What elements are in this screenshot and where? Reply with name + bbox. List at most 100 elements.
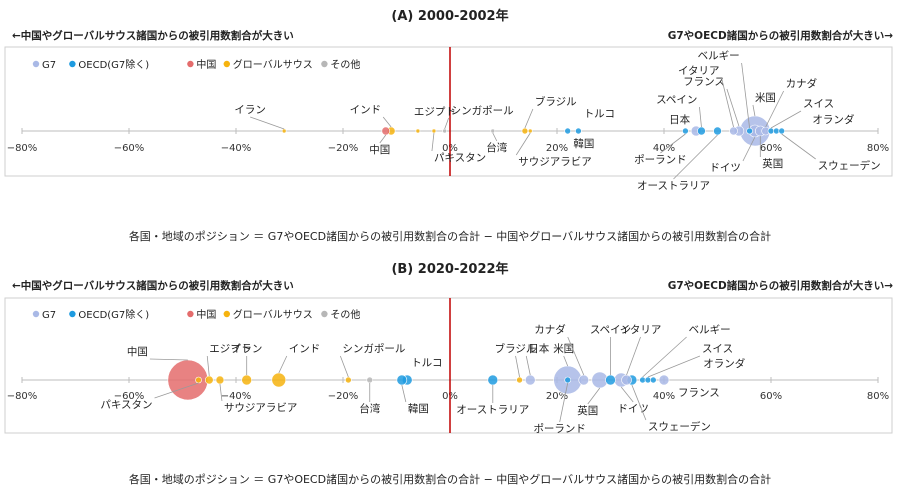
leader-line <box>752 104 756 117</box>
chart-panel-b: (B) 2020-2022年 ←中国やグローバルサウス諸国からの被引用数割合が大き… <box>4 261 893 486</box>
leader-line <box>206 355 210 377</box>
x-tick-label: −80% <box>7 391 38 402</box>
data-point <box>516 376 523 384</box>
data-point <box>167 359 209 401</box>
x-tick-label: 60% <box>760 391 782 402</box>
left-header: ←中国やグローバルサウス諸国からの被引用数割合が大きい <box>12 279 294 292</box>
legend-marker <box>321 310 328 318</box>
leader-line <box>567 336 585 376</box>
point-label: インド <box>289 343 321 355</box>
point-label: 韓国 <box>573 138 594 150</box>
data-point <box>195 376 202 384</box>
legend-marker <box>223 60 230 68</box>
point-label: スペイン <box>590 324 631 336</box>
leader-line <box>250 116 285 130</box>
point-label: カナダ <box>786 77 818 90</box>
legend-marker <box>187 60 194 68</box>
data-point <box>649 376 657 384</box>
point-label: ドイツ <box>709 162 741 174</box>
point-label: イタリア <box>620 324 662 336</box>
leader-line <box>642 336 687 378</box>
x-tick-label: −60% <box>114 143 145 154</box>
data-point <box>415 128 421 134</box>
x-tick-label: 80% <box>867 143 889 154</box>
data-point <box>215 375 225 385</box>
data-point <box>204 375 214 385</box>
point-label: エジプト <box>209 343 251 355</box>
leader-line <box>431 132 435 152</box>
point-label: スイス <box>702 343 733 355</box>
point-label: イタリア <box>678 65 720 77</box>
legend-entry: その他 <box>330 58 360 71</box>
leader-line <box>339 355 349 378</box>
point-label: トルコ <box>584 108 615 120</box>
legend-entry: OECD(G7除く) <box>78 58 149 71</box>
point-label: オーストラリア <box>456 404 529 416</box>
point-label: オーストラリア <box>637 180 710 192</box>
point-label: サウジアラビア <box>518 156 592 168</box>
point-label: ベルギー <box>689 324 731 336</box>
point-label: トルコ <box>411 357 442 369</box>
leader-line <box>379 134 387 144</box>
point-label: 台湾 <box>486 141 507 154</box>
data-point <box>281 128 287 134</box>
chart-title: (A) 2000-2002年 <box>391 8 508 24</box>
data-point <box>396 374 408 386</box>
point-label: イラン <box>234 104 266 116</box>
point-label: 米国 <box>755 91 776 104</box>
leader-line <box>587 387 601 405</box>
point-label: オランダ <box>812 113 854 126</box>
point-label: パキスタン <box>100 399 152 411</box>
data-point <box>713 126 722 136</box>
leader-line <box>660 133 686 154</box>
legend-entry: グローバルサウス <box>233 308 313 321</box>
legend-marker <box>69 60 76 68</box>
point-label: フランス <box>683 76 725 88</box>
plot-frame <box>4 297 893 434</box>
data-point <box>431 128 437 134</box>
leader-line <box>726 88 740 127</box>
x-tick-label: 20% <box>546 143 568 154</box>
point-label: 英国 <box>577 404 598 417</box>
point-label: シンガポール <box>451 105 514 117</box>
data-point <box>241 374 252 386</box>
data-point <box>729 126 738 136</box>
data-point <box>271 372 287 388</box>
leader-line <box>781 133 816 160</box>
legend-entry: G7 <box>42 60 56 71</box>
x-tick-label: 40% <box>653 143 675 154</box>
leader-line <box>699 106 702 128</box>
leader-line <box>515 132 531 156</box>
point-label: 日本 <box>669 113 690 126</box>
leader-line <box>382 116 392 128</box>
point-label: スイス <box>803 98 834 110</box>
x-tick-label: −20% <box>328 143 359 154</box>
data-point <box>578 374 590 386</box>
leader-line <box>492 132 498 142</box>
point-label: 中国 <box>369 143 390 156</box>
footnote: 各国・地域のポジション ＝ G7やOECD諸国からの被引用数割合の合計 − 中国… <box>129 472 771 486</box>
x-tick-label: 60% <box>760 143 782 154</box>
x-tick-label: −80% <box>7 143 38 154</box>
data-point <box>746 127 753 135</box>
data-point <box>487 374 499 386</box>
point-label: カナダ <box>534 323 566 336</box>
legend-entry: グローバルサウス <box>233 58 313 71</box>
chart-title: (B) 2020-2022年 <box>391 261 508 277</box>
leader-line <box>515 355 520 378</box>
x-tick-label: −40% <box>221 391 252 402</box>
legend-entry: 中国 <box>196 58 216 71</box>
data-point <box>564 376 572 384</box>
leader-line <box>154 382 199 399</box>
point-label: スウェーデン <box>818 159 881 172</box>
data-point <box>682 127 689 135</box>
data-point <box>621 374 632 386</box>
chart-panel-a: (A) 2000-2002年 ←中国やグローバルサウス諸国からの被引用数割合が大き… <box>4 8 893 243</box>
data-point <box>442 128 447 134</box>
point-label: スペイン <box>656 94 697 106</box>
data-point <box>521 127 529 135</box>
x-tick-label: 40% <box>653 391 675 402</box>
point-label: サウジアラビア <box>224 402 298 414</box>
legend-entry: 中国 <box>196 308 216 321</box>
